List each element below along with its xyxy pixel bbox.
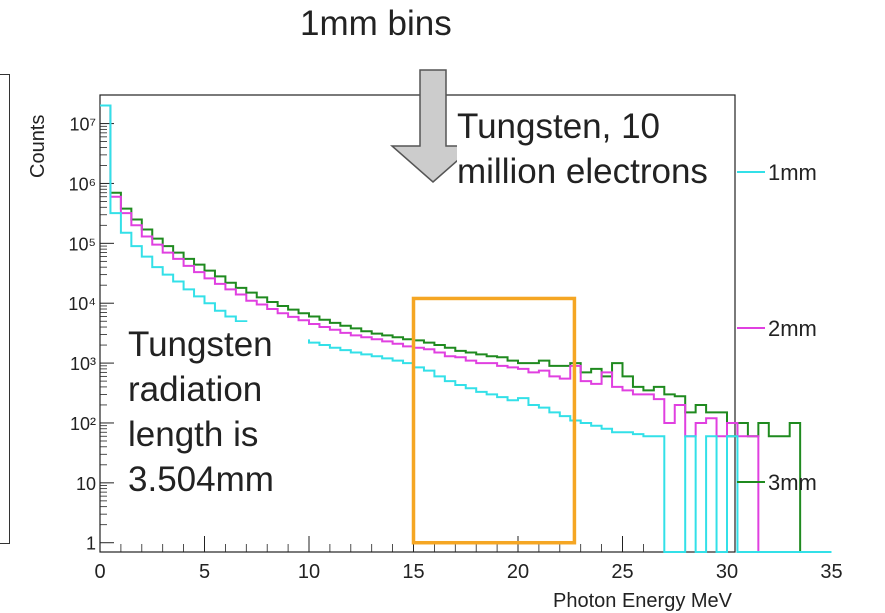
highlight-rectangle xyxy=(411,296,577,545)
y-tick-label: 10⁵ xyxy=(69,234,96,254)
y-tick-label: 10² xyxy=(70,414,96,434)
annotation-left: Tungsten radiation length is 3.504mm xyxy=(128,322,308,502)
series-line-3mm xyxy=(100,104,832,553)
x-tick-label: 30 xyxy=(716,561,738,583)
left-panel-frame xyxy=(0,74,10,544)
legend-label: 1mm xyxy=(768,160,817,185)
y-axis-label: Counts xyxy=(27,115,49,178)
x-tick-label: 25 xyxy=(611,561,633,583)
plot-area xyxy=(99,94,736,553)
y-tick-label: 10³ xyxy=(70,354,96,374)
x-tick-label: 35 xyxy=(820,561,842,583)
down-arrow-icon xyxy=(390,69,476,183)
highlight-box xyxy=(411,296,577,545)
series-line-2mm xyxy=(100,104,832,553)
y-tick-label: 10⁷ xyxy=(69,115,96,135)
y-tick-label: 10 xyxy=(76,474,96,494)
x-axis-ticks: 0 5 10 15 20 25 30 35 xyxy=(94,536,843,583)
x-tick-label: 10 xyxy=(298,561,320,583)
legend-label: 3mm xyxy=(768,470,817,495)
legend-label: 2mm xyxy=(768,316,817,341)
plot-frame xyxy=(99,94,736,553)
x-tick-label: 20 xyxy=(507,561,529,583)
legend: 1mm 2mm 3mm xyxy=(737,160,817,495)
x-tick-label: 5 xyxy=(199,561,210,583)
y-tick-label: 10⁴ xyxy=(68,294,96,314)
histogram-series xyxy=(100,104,832,553)
annotation-top-right: Tungsten, 10 million electrons xyxy=(457,104,727,194)
x-axis-label: Photon Energy MeV xyxy=(553,590,733,612)
x-tick-label: 0 xyxy=(94,561,105,583)
y-tick-label: 10⁶ xyxy=(69,174,96,194)
x-tick-label: 15 xyxy=(402,561,424,583)
y-axis-ticks: 1 10 10² 10³ 10⁴ 10⁵ 10⁶ 10⁷ xyxy=(68,105,114,554)
slide-heading: 1mm bins xyxy=(300,4,452,43)
y-tick-label: 1 xyxy=(86,534,96,554)
series-line-1mm xyxy=(100,104,832,553)
